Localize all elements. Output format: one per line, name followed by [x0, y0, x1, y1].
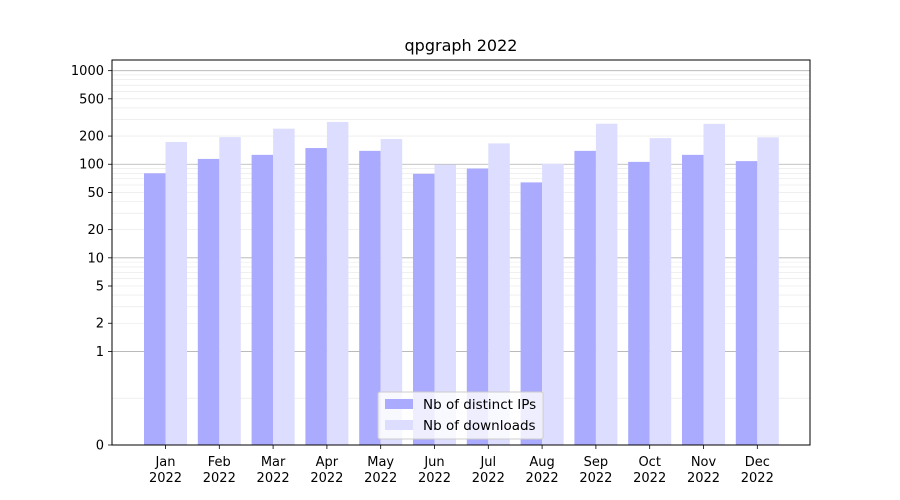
bar	[703, 123, 725, 445]
y-tick-label: 0	[96, 439, 104, 454]
bar	[574, 150, 596, 445]
x-tick-label: Apr 2022	[310, 455, 343, 486]
y-tick-label: 5	[96, 280, 104, 295]
y-tick-label: 100	[79, 158, 104, 173]
x-tick-label: Sep 2022	[579, 455, 612, 486]
y-tick-label: 2	[96, 317, 104, 332]
bar	[488, 143, 510, 446]
chart-title: qpgraph 2022	[405, 36, 518, 55]
legend: Nb of distinct IPs Nb of downloads	[377, 391, 544, 440]
bar	[197, 158, 220, 446]
bar	[542, 163, 564, 445]
bar	[380, 139, 403, 445]
bar	[165, 141, 187, 445]
x-tick-label: Jan 2022	[149, 455, 182, 486]
x-tick-label: Feb 2022	[203, 455, 236, 486]
bar	[735, 161, 758, 445]
bar	[144, 173, 166, 445]
legend-swatch-distinct-ips	[385, 399, 413, 409]
x-tick-label: Jul 2022	[472, 455, 505, 486]
y-tick-label: 1000	[71, 64, 104, 79]
x-tick-label: Jun 2022	[418, 455, 451, 486]
bar	[649, 138, 672, 446]
legend-label-distinct-ips: Nb of distinct IPs	[423, 397, 536, 413]
x-tick-label: Mar 2022	[257, 455, 290, 486]
bar	[628, 161, 650, 445]
legend-label-downloads: Nb of downloads	[423, 418, 536, 434]
y-tick-label: 200	[79, 130, 104, 145]
bar	[434, 164, 456, 445]
bar	[413, 173, 435, 446]
plot-frame	[111, 59, 811, 446]
x-axis: Jan 2022 Feb 2022 Mar 2022 Apr 2022 May 2022 Jun 20…	[149, 445, 774, 486]
bar	[466, 168, 489, 445]
x-tick-label: Nov 2022	[687, 455, 720, 486]
y-axis: 0 1 2 5 10 20 50 100 200 500 1000	[71, 64, 112, 454]
bars-layer	[144, 121, 779, 446]
y-tick-label: 500	[79, 92, 104, 107]
x-tick-label: Oct 2022	[633, 455, 666, 486]
legend-swatch-downloads	[385, 420, 413, 430]
bar	[757, 137, 779, 445]
bar	[595, 123, 618, 445]
y-tick-label: 10	[87, 251, 104, 266]
bar	[682, 154, 704, 445]
y-tick-label: 50	[87, 186, 104, 201]
bar	[251, 154, 274, 445]
bar	[305, 148, 327, 445]
y-tick-label: 20	[87, 223, 104, 238]
bar	[359, 150, 381, 445]
bar	[520, 182, 543, 445]
x-tick-label: May 2022	[364, 455, 397, 486]
x-tick-label: Dec 2022	[741, 455, 774, 486]
bar	[273, 128, 295, 445]
y-tick-label: 1	[96, 345, 104, 360]
bar	[326, 121, 349, 445]
x-tick-label: Aug 2022	[526, 455, 559, 486]
bar	[219, 137, 241, 445]
legend-box	[377, 391, 544, 440]
